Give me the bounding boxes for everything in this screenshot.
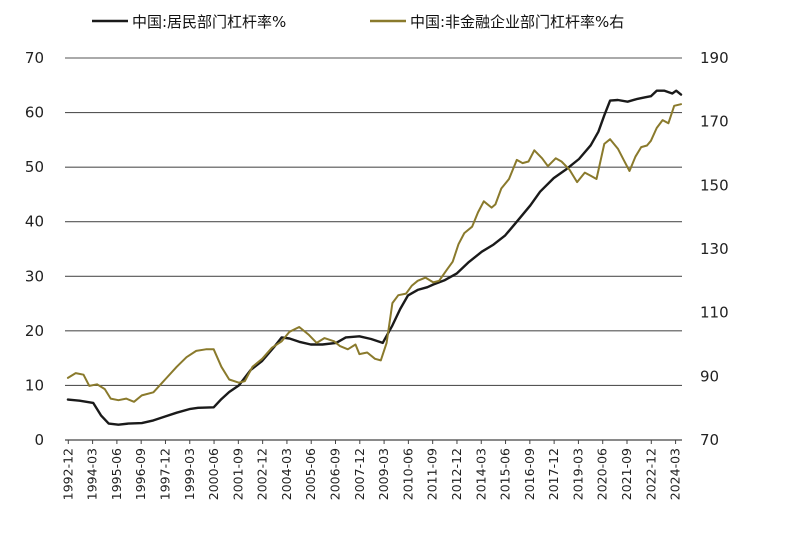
x-axis-tick-label: 2004-03 [279, 448, 294, 500]
left-axis-tick-label: 20 [25, 322, 44, 340]
right-axis-tick-label: 90 [700, 367, 719, 385]
series-lines [66, 89, 683, 426]
left-axis-tick-label: 10 [25, 376, 44, 394]
left-axis-tick-label: 40 [25, 213, 44, 231]
right-axis-tick-label: 110 [700, 304, 729, 322]
x-axis-tick-label: 2020-06 [595, 448, 610, 500]
x-axis-tick-label: 2000-06 [206, 448, 221, 500]
axes: 0 10 20 30 40 50 60 70 70 90 110 130 150 170 190 1992-1… [25, 49, 729, 500]
x-axis-tick-label: 2021-09 [619, 448, 634, 500]
x-axis-tick-label: 1994-03 [85, 448, 100, 500]
left-axis-tick-label: 30 [25, 267, 44, 285]
x-axis-tick-label: 2010-06 [400, 448, 415, 500]
series-line-household [66, 89, 683, 426]
x-axis-tick-label: 2024-03 [668, 448, 683, 500]
legend-label: 中国:非金融企业部门杠杆率%右 [410, 13, 624, 31]
x-axis-tick-label: 2002-12 [255, 448, 270, 500]
x-axis-tick-label: 1995-06 [109, 448, 124, 500]
x-axis-tick-label: 2016-09 [522, 448, 537, 500]
left-axis-tick-label: 70 [25, 49, 44, 67]
x-axis-tick-label: 2015-06 [498, 448, 513, 500]
x-axis-tick-label: 2019-03 [570, 448, 585, 500]
right-axis-tick-label: 190 [700, 49, 729, 67]
x-axis-tick-label: 2006-09 [328, 448, 343, 500]
x-axis-tick-label: 1997-12 [157, 448, 172, 500]
series-line-nonfinancial-corporate [66, 103, 682, 403]
x-axis-tick-label: 1992-12 [60, 448, 75, 500]
right-axis-tick-label: 70 [700, 431, 719, 449]
gridlines [65, 57, 682, 386]
x-axis-tick-label: 2014-03 [473, 448, 488, 500]
left-axis-tick-label: 0 [34, 431, 44, 449]
left-axis-tick-label: 60 [25, 104, 44, 122]
x-axis-tick-label: 2009-03 [376, 448, 391, 500]
x-axis-tick-label: 2011-09 [425, 448, 440, 500]
x-axis-tick-label: 2005-06 [303, 448, 318, 500]
x-axis-tick-label: 2001-09 [230, 448, 245, 500]
left-axis-tick-label: 50 [25, 158, 44, 176]
legend: 中国:居民部门杠杆率% 中国:非金融企业部门杠杆率%右 [92, 13, 624, 31]
right-axis-tick-label: 130 [700, 240, 729, 258]
x-axis-tick-label: 2022-12 [643, 448, 658, 500]
right-axis-tick-label: 150 [700, 176, 729, 194]
x-axis-tick-label: 2012-12 [449, 448, 464, 500]
x-axis-tick-label: 2017-12 [546, 448, 561, 500]
x-axis-tick-label: 1996-09 [133, 448, 148, 500]
x-axis-tick-label: 2007-12 [352, 448, 367, 500]
x-axis-tick-label: 1999-03 [182, 448, 197, 500]
legend-label: 中国:居民部门杠杆率% [132, 13, 286, 31]
right-axis-tick-label: 170 [700, 113, 729, 131]
